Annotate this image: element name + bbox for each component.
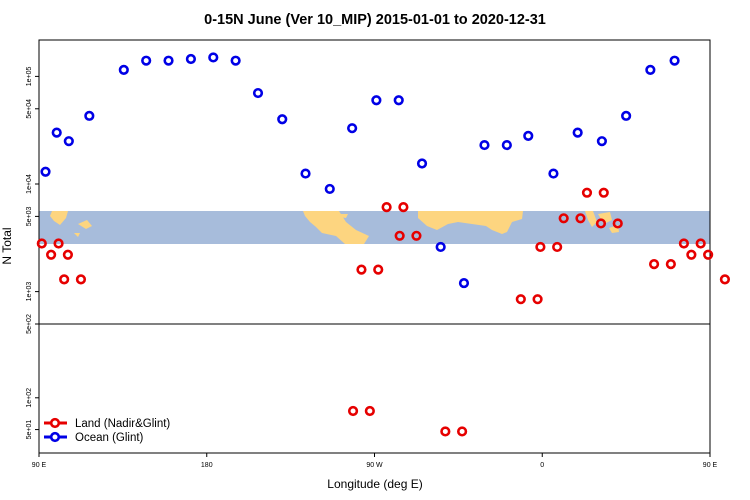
land-point (373, 264, 384, 275)
ocean-point (252, 87, 264, 99)
legend-land-marker (49, 417, 61, 429)
ocean-point (141, 55, 152, 66)
land-point (381, 202, 392, 213)
ocean-point (300, 168, 311, 179)
land-point (394, 230, 405, 241)
x-axis-label: Longitude (deg E) (327, 477, 422, 491)
land-shape (303, 211, 369, 244)
land-point (59, 274, 70, 285)
y-tick-label: 5e+01 (26, 420, 33, 440)
x-tick-label: 90 E (32, 462, 47, 469)
y-tick-label: 1e+05 (26, 66, 33, 86)
ocean-point (645, 64, 656, 75)
legend: Land (Nadir&Glint) Ocean (Glint) (44, 417, 170, 444)
ocean-point (548, 168, 559, 179)
land-point (411, 230, 422, 241)
ocean-point (347, 123, 358, 134)
ocean-point (523, 130, 534, 141)
ocean-point (208, 52, 219, 63)
ocean-point (435, 241, 446, 253)
land-shape (585, 211, 597, 227)
land-point (535, 241, 546, 253)
y-tick-label: 5e+04 (26, 99, 33, 119)
land-point (36, 238, 47, 249)
ocean-point (63, 136, 74, 147)
y-tick-label: 5e+03 (26, 206, 33, 226)
land-point (75, 274, 87, 285)
land-point (695, 238, 706, 249)
land-point (665, 259, 676, 270)
x-tick-label: 90 E (703, 462, 718, 469)
ocean-point (277, 114, 288, 125)
ocean-point (324, 183, 335, 195)
ocean-point (393, 95, 404, 106)
legend-ocean-label: Ocean (Glint) (75, 432, 144, 444)
land-point (440, 426, 451, 437)
land-shape (598, 212, 612, 224)
ocean-point (501, 139, 512, 151)
land-point (575, 213, 586, 224)
y-tick-label: 5e+02 (26, 314, 33, 334)
x-tick-label: 0 (540, 462, 544, 469)
land-point (612, 218, 623, 229)
ocean-point (416, 158, 428, 169)
land-shape (418, 211, 523, 234)
y-tick-label: 1e+04 (26, 174, 33, 194)
ocean-point (230, 55, 241, 66)
ocean-point (40, 166, 51, 177)
land-point (686, 249, 697, 260)
land-point (62, 249, 73, 260)
land-point (398, 202, 409, 213)
legend-land-label: Land (Nadir&Glint) (75, 418, 170, 430)
legend-ocean-marker (49, 431, 61, 443)
ocean-point (84, 110, 95, 121)
ocean-point (669, 55, 680, 66)
x-axis: 90 E 180 90 W 0 90 E (32, 453, 718, 469)
ocean-point (118, 64, 129, 75)
ocean-point (185, 53, 197, 65)
land-point (678, 238, 690, 249)
chart-title: 0-15N June (Ver 10_MIP) 2015-01-01 to 20… (204, 12, 546, 28)
world-map-band (39, 211, 710, 244)
ocean-point (163, 55, 174, 66)
ocean-point (596, 136, 607, 147)
land-shape (340, 214, 348, 218)
land-point (457, 426, 468, 437)
land-point (53, 238, 64, 249)
y-axis-label: N Total (0, 227, 14, 264)
data-points (36, 52, 731, 437)
land-point (364, 405, 375, 417)
land-point (648, 259, 660, 270)
land-point (598, 187, 609, 198)
land-shape (74, 233, 80, 237)
land-shape (50, 211, 68, 225)
land-point (703, 249, 714, 260)
land-point (552, 241, 563, 253)
y-tick-label: 1e+02 (26, 388, 33, 408)
land-point (356, 264, 367, 275)
land-point (532, 294, 543, 305)
ocean-point (621, 110, 632, 121)
ocean-point (479, 139, 490, 151)
land-point (558, 213, 569, 224)
land-point (347, 405, 359, 417)
x-tick-label: 180 (201, 462, 213, 469)
y-axis: 5e+01 1e+02 5e+02 1e+03 5e+03 1e+04 5e+04 1e+05 (26, 66, 39, 439)
ocean-point (51, 127, 62, 138)
land-point (719, 274, 731, 285)
ocean-point (572, 127, 583, 138)
land-shape (78, 220, 92, 229)
land-point (46, 249, 57, 260)
land-point (515, 294, 526, 305)
land-point (581, 187, 593, 198)
ocean-point (371, 95, 382, 106)
y-tick-label: 1e+03 (26, 282, 33, 302)
ocean-point (458, 277, 470, 289)
land-point (595, 218, 607, 229)
x-tick-label: 90 W (366, 462, 383, 469)
